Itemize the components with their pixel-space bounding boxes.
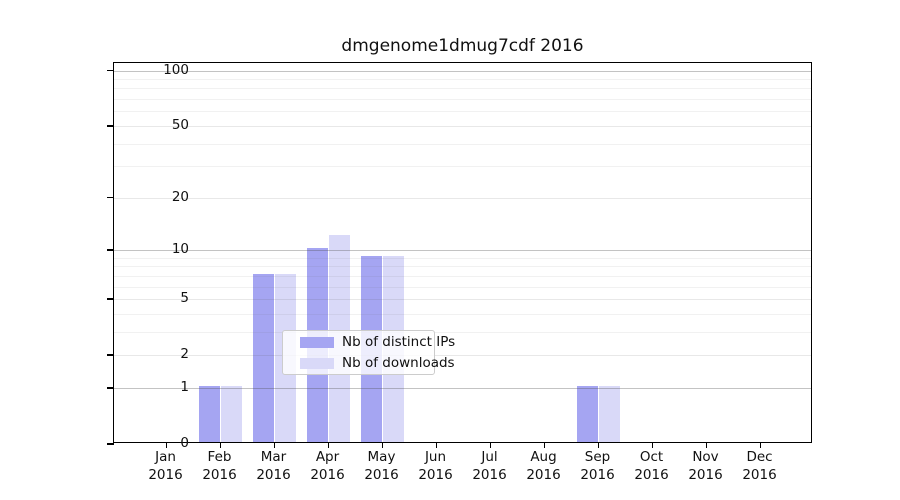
y-tick-mark-5 <box>107 298 114 300</box>
x-tick-month: Oct <box>639 449 664 465</box>
minor-gridline-y-40 <box>114 143 811 145</box>
legend-item-downloads: Nb of downloads <box>300 354 455 372</box>
x-tick-year: 2016 <box>364 466 399 483</box>
x-tick-mark-dec <box>759 442 762 448</box>
y-tick-mark-0 <box>107 443 114 445</box>
x-tick-year: 2016 <box>634 466 669 483</box>
x-tick-month: Mar <box>260 449 287 465</box>
x-tick-label-jan: Jan 2016 <box>136 449 196 484</box>
x-tick-mark-jul <box>489 442 492 448</box>
x-tick-year: 2016 <box>580 466 615 483</box>
x-tick-year: 2016 <box>256 466 291 483</box>
y-tick-label-2: 2 <box>180 346 189 363</box>
y-tick-label-50: 50 <box>171 116 189 133</box>
x-tick-label-sep: Sep 2016 <box>568 449 628 484</box>
x-tick-month: Feb <box>207 449 232 465</box>
x-tick-month: Apr <box>315 449 340 465</box>
x-tick-label-apr: Apr 2016 <box>298 449 358 484</box>
legend-item-distinct-ips: Nb of distinct IPs <box>300 333 455 351</box>
y-tick-label-20: 20 <box>171 188 189 205</box>
gridline-y-5 <box>114 299 811 301</box>
x-tick-label-oct: Oct 2016 <box>622 449 682 484</box>
gridline-y-50 <box>114 125 811 127</box>
x-tick-month: Nov <box>692 449 719 465</box>
legend-swatch-downloads <box>300 357 334 369</box>
x-tick-year: 2016 <box>418 466 453 483</box>
minor-gridline-y-7 <box>114 275 811 277</box>
y-tick-label-0: 0 <box>180 435 189 451</box>
x-tick-year: 2016 <box>202 466 237 483</box>
y-tick-mark-100 <box>107 69 114 72</box>
x-tick-mark-nov <box>705 442 708 448</box>
legend-swatch-distinct-ips <box>300 336 334 348</box>
x-tick-month: Jan <box>155 449 176 465</box>
x-tick-label-jul: Jul 2016 <box>460 449 520 484</box>
y-tick-mark-2 <box>107 354 114 356</box>
x-tick-year: 2016 <box>688 466 723 483</box>
gridline-y-2 <box>114 355 811 357</box>
x-tick-month: Jun <box>424 449 447 465</box>
x-tick-label-may: May 2016 <box>352 449 412 484</box>
y-tick-mark-20 <box>107 196 114 199</box>
legend-label-distinct-ips: Nb of distinct IPs <box>342 334 456 350</box>
x-tick-mark-apr <box>327 442 330 448</box>
x-tick-label-jun: Jun 2016 <box>406 449 466 484</box>
minor-gridline-y-6 <box>114 286 811 288</box>
x-tick-year: 2016 <box>148 466 183 483</box>
minor-gridline-y-9 <box>114 257 811 259</box>
bar-distinct-ips-feb <box>198 385 221 442</box>
x-tick-month: Dec <box>746 449 773 465</box>
gridline-y-100 <box>114 70 811 72</box>
y-tick-mark-10 <box>107 249 114 251</box>
y-tick-mark-50 <box>107 125 114 127</box>
x-tick-label-dec: Dec 2016 <box>730 449 790 484</box>
x-tick-year: 2016 <box>742 466 777 483</box>
x-tick-mark-jan <box>165 442 168 448</box>
bar-downloads-sep <box>598 385 621 442</box>
x-tick-label-mar: Mar 2016 <box>244 449 304 484</box>
chart-title: dmgenome1dmug7cdf 2016 <box>341 36 584 56</box>
x-tick-mark-mar <box>273 442 276 448</box>
x-tick-mark-jun <box>435 442 438 448</box>
x-tick-month: Jul <box>481 449 498 465</box>
minor-gridline-y-30 <box>114 166 811 168</box>
plot-area <box>107 62 812 448</box>
y-tick-label-5: 5 <box>180 290 189 307</box>
x-tick-month: Sep <box>584 449 611 465</box>
gridline-y-1 <box>114 387 811 389</box>
gridline-y-10 <box>114 250 811 251</box>
x-tick-mark-aug <box>543 442 546 448</box>
y-tick-label-1: 1 <box>180 378 189 395</box>
bar-distinct-ips-sep <box>576 385 599 442</box>
legend: Nb of distinct IPs Nb of downloads <box>282 330 455 375</box>
minor-gridline-y-70 <box>114 99 811 101</box>
x-tick-mark-sep <box>597 442 600 448</box>
x-tick-mark-may <box>381 442 384 448</box>
x-tick-label-aug: Aug 2016 <box>514 449 574 484</box>
y-tick-label-100: 100 <box>163 61 189 78</box>
x-tick-year: 2016 <box>526 466 561 483</box>
y-tick-label-10: 10 <box>171 241 189 257</box>
minor-gridline-y-60 <box>114 111 811 113</box>
minor-gridline-y-90 <box>114 79 811 81</box>
x-tick-mark-feb <box>219 442 222 448</box>
x-tick-month: Aug <box>530 449 557 465</box>
bar-downloads-feb <box>220 385 243 442</box>
x-tick-label-feb: Feb 2016 <box>190 449 250 484</box>
minor-gridline-y-4 <box>114 313 811 315</box>
minor-gridline-y-3 <box>114 331 811 333</box>
y-tick-mark-1 <box>107 387 114 389</box>
x-tick-year: 2016 <box>310 466 345 483</box>
x-tick-year: 2016 <box>472 466 507 483</box>
legend-label-downloads: Nb of downloads <box>342 355 455 371</box>
x-tick-mark-oct <box>651 442 654 448</box>
x-tick-month: May <box>367 449 396 465</box>
bar-distinct-ips-mar <box>252 273 275 442</box>
minor-gridline-y-80 <box>114 88 811 90</box>
minor-gridline-y-8 <box>114 266 811 268</box>
gridline-y-20 <box>114 197 811 199</box>
x-tick-label-nov: Nov 2016 <box>676 449 736 484</box>
